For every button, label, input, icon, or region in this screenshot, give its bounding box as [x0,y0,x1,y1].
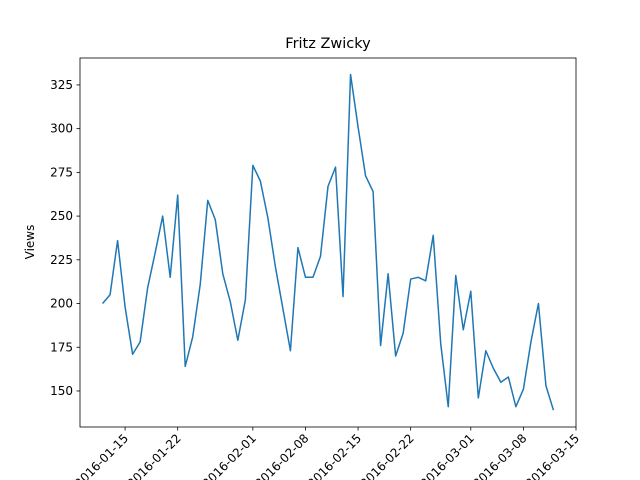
y-tick-label: 150 [50,384,73,398]
x-tick-label: 2016-01-15 [72,431,131,480]
x-tick-label: 2016-02-01 [200,431,259,480]
y-tick-label: 250 [50,209,73,223]
line [101,73,555,411]
y-tick-label: 325 [50,78,73,92]
x-tick-label: 2016-03-01 [418,431,477,480]
y-tick-label: 300 [50,122,73,136]
y-tick-label: 225 [50,253,73,267]
x-tick-label: 2016-03-15 [523,431,582,480]
x-tick-label: 2016-02-22 [358,431,417,480]
y-tick-label: 175 [50,340,73,354]
chart-title: Fritz Zwicky [285,36,371,52]
plot-frame [79,57,577,428]
x-tick-label: 2016-03-08 [470,431,529,480]
x-tick-label: 2016-02-15 [305,431,364,480]
y-axis-label: Views [23,225,37,260]
x-tick-label: 2016-02-08 [252,431,311,480]
x-tick-label: 2016-01-22 [125,431,184,480]
y-tick-label: 200 [50,297,73,311]
y-tick-label: 275 [50,165,73,179]
